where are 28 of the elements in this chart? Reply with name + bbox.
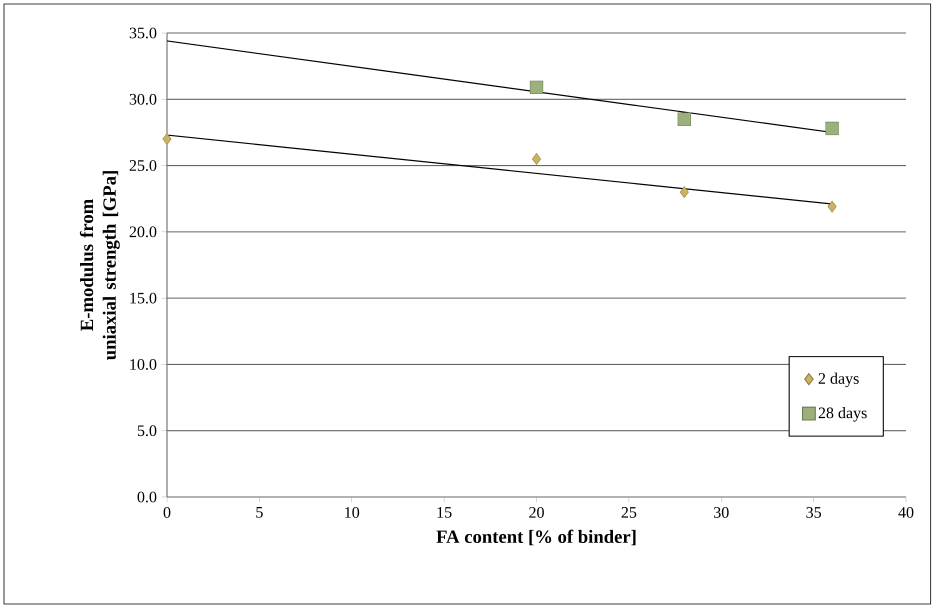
point [680, 186, 689, 198]
y-tick-label: 5.0 [138, 425, 156, 436]
x-tick-label: 10 [345, 507, 360, 518]
point [162, 133, 172, 145]
x-axis-title: FA content [% of binder] [436, 530, 636, 546]
y-tick-label: 15.0 [130, 292, 156, 304]
point [828, 200, 837, 213]
y-tick-label: 35.0 [130, 28, 156, 38]
x-tick-label: 35 [806, 507, 822, 518]
y-tick-label: 20.0 [130, 226, 156, 238]
legend-label: 2 days [818, 372, 859, 388]
x-tick-label: 30 [714, 507, 729, 518]
y-tick-label: 0.0 [138, 492, 156, 502]
y-tick-label: 25.0 [130, 160, 156, 172]
point [532, 153, 541, 165]
y-axis-title: E-modulus from uniaxial strength [GPa] [80, 171, 120, 360]
point [678, 112, 691, 126]
point [825, 122, 839, 136]
y-tick-label: 10.0 [130, 358, 156, 370]
legend-label: 28 days [818, 407, 867, 422]
x-tick-label: 20 [529, 507, 544, 518]
x-tick-label: 5 [256, 507, 263, 518]
x-tick-label: 0 [164, 507, 170, 518]
y-tick-label: 30.0 [130, 94, 156, 105]
x-tick-label: 25 [622, 507, 636, 518]
x-tick-label: 15 [438, 507, 452, 518]
point [530, 80, 544, 94]
x-tick-label: 40 [898, 507, 914, 518]
